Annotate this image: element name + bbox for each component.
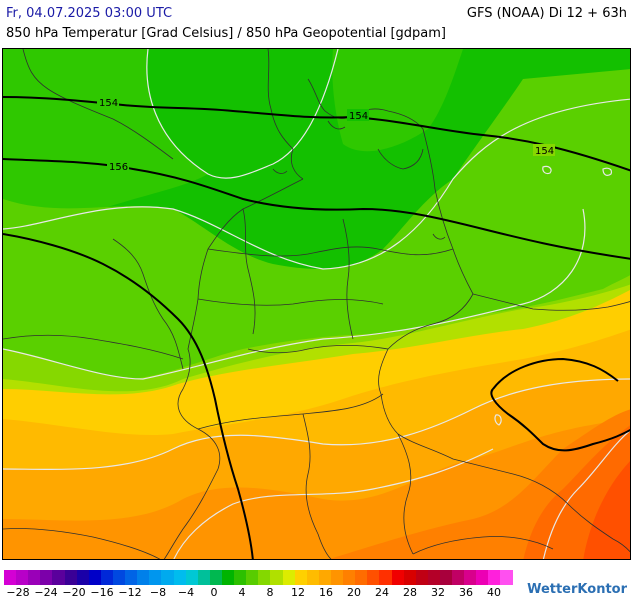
colorbar-swatch — [246, 570, 259, 585]
colorbar-tick-label: 40 — [487, 586, 501, 599]
colorbar-swatch — [76, 570, 89, 585]
contour-label-154-east: 154 — [535, 146, 554, 157]
temp-band-8 — [3, 49, 208, 229]
colorbar-swatch — [488, 570, 501, 585]
colorbar-swatch — [185, 570, 198, 585]
contour-label-156: 156 — [109, 162, 128, 173]
colorbar-swatch — [476, 570, 489, 585]
colorbar-swatch — [500, 570, 513, 585]
colorbar-swatch — [197, 570, 210, 585]
colorbar-swatch — [464, 570, 477, 585]
colorbar-tick-label: 28 — [403, 586, 417, 599]
colorbar-swatch — [282, 570, 295, 585]
forecast-time-label: Fr, 04.07.2025 03:00 UTC — [6, 6, 173, 21]
weather-map: 154 154 154 156 — [2, 48, 631, 560]
colorbar-tick-label: −24 — [34, 586, 58, 599]
colorbar-tick-label: −8 — [149, 586, 167, 599]
colorbar-swatch — [88, 570, 101, 585]
colorbar-swatch — [318, 570, 331, 585]
colorbar-tick-label: 20 — [347, 586, 361, 599]
colorbar-tick-label: 12 — [291, 586, 305, 599]
parameter-label: 850 hPa Temperatur [Grad Celsius] / 850 … — [6, 26, 447, 41]
colorbar-ticks: −28 −24 −20 −16 −12 −8 −4 0 4 8 12 16 20 24 28 32 36 40 — [4, 586, 524, 600]
colorbar-swatch — [452, 570, 465, 585]
colorbar-swatch — [4, 570, 17, 585]
temperature-colorbar — [4, 570, 513, 585]
colorbar-swatch — [415, 570, 428, 585]
colorbar-swatch — [355, 570, 368, 585]
colorbar-swatch — [270, 570, 283, 585]
colorbar-swatch — [306, 570, 319, 585]
contour-label-154-west: 154 — [99, 98, 118, 109]
colorbar-swatch — [100, 570, 113, 585]
colorbar-swatch — [28, 570, 41, 585]
colorbar-swatch — [16, 570, 29, 585]
colorbar-swatch — [40, 570, 53, 585]
colorbar-tick-label: −28 — [6, 586, 30, 599]
colorbar-swatch — [173, 570, 186, 585]
colorbar-swatch — [112, 570, 126, 585]
colorbar-swatch — [221, 570, 235, 585]
contour-label-154-center: 154 — [349, 111, 368, 122]
colorbar-swatch — [125, 570, 138, 585]
colorbar-tick-label: 8 — [266, 586, 274, 599]
colorbar-swatch — [379, 570, 392, 585]
wetterkontor-logo[interactable]: WetterKontor — [527, 582, 627, 597]
temp-band-8-east — [332, 49, 463, 152]
colorbar-tick-label: −16 — [90, 586, 114, 599]
colorbar-swatch — [330, 570, 344, 585]
colorbar-swatch — [161, 570, 174, 585]
colorbar-tick-label: 32 — [431, 586, 445, 599]
colorbar-swatch — [64, 570, 77, 585]
border-lines — [3, 49, 630, 559]
colorbar-tick-label: −20 — [62, 586, 86, 599]
colorbar-swatch — [403, 570, 416, 585]
colorbar-swatch — [294, 570, 307, 585]
colorbar-swatch — [209, 570, 222, 585]
colorbar-swatch — [234, 570, 247, 585]
colorbar-tick-label: 16 — [319, 586, 333, 599]
colorbar-tick-label: 4 — [238, 586, 246, 599]
colorbar-swatch — [427, 570, 440, 585]
colorbar-tick-label: 36 — [459, 586, 473, 599]
isotherm-lines — [3, 49, 630, 559]
colorbar-tick-label: 0 — [210, 586, 218, 599]
colorbar-swatch — [149, 570, 162, 585]
colorbar-swatch — [439, 570, 453, 585]
colorbar-tick-label: −4 — [177, 586, 195, 599]
colorbar-swatch — [258, 570, 271, 585]
temp-band-28 — [583, 461, 630, 559]
colorbar-swatch — [137, 570, 150, 585]
model-run-label: GFS (NOAA) Di 12 + 63h — [466, 6, 627, 21]
colorbar-swatch — [52, 570, 65, 585]
colorbar-tick-label: −12 — [118, 586, 142, 599]
colorbar-swatch — [367, 570, 380, 585]
colorbar-swatch — [391, 570, 404, 585]
colorbar-swatch — [343, 570, 356, 585]
colorbar-tick-label: 24 — [375, 586, 389, 599]
